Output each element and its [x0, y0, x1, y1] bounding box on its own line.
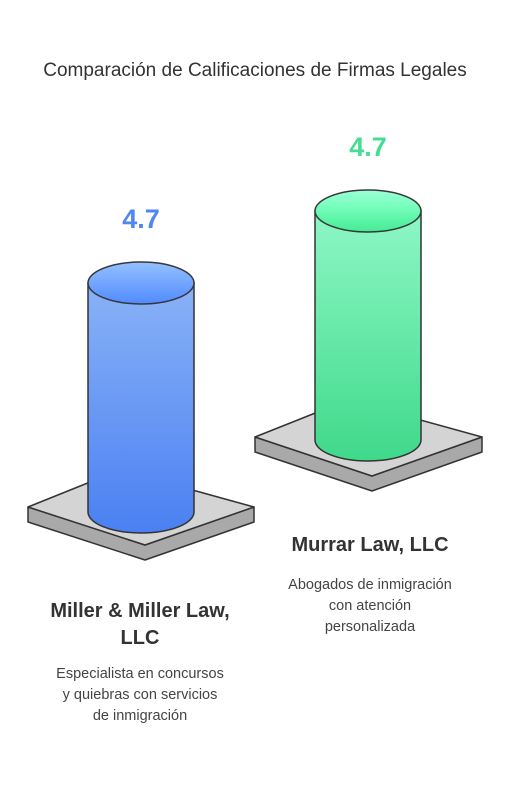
firm-name: Murrar Law, LLC [291, 534, 449, 556]
firm-description: Abogados de inmigración con atención per… [288, 577, 452, 635]
value-label: 4.7 [349, 132, 387, 162]
firm-description: Especialista en concursos y quiebras con… [56, 666, 224, 724]
cylinder-top [314, 189, 422, 233]
firm-name: Miller & Miller Law, LLC [50, 600, 230, 649]
cylinder [87, 282, 195, 534]
cylinder-top [87, 261, 195, 305]
cylinder [314, 210, 422, 462]
value-label: 4.7 [122, 204, 160, 234]
chart-title: Comparación de Calificaciones de Firmas … [43, 60, 467, 81]
